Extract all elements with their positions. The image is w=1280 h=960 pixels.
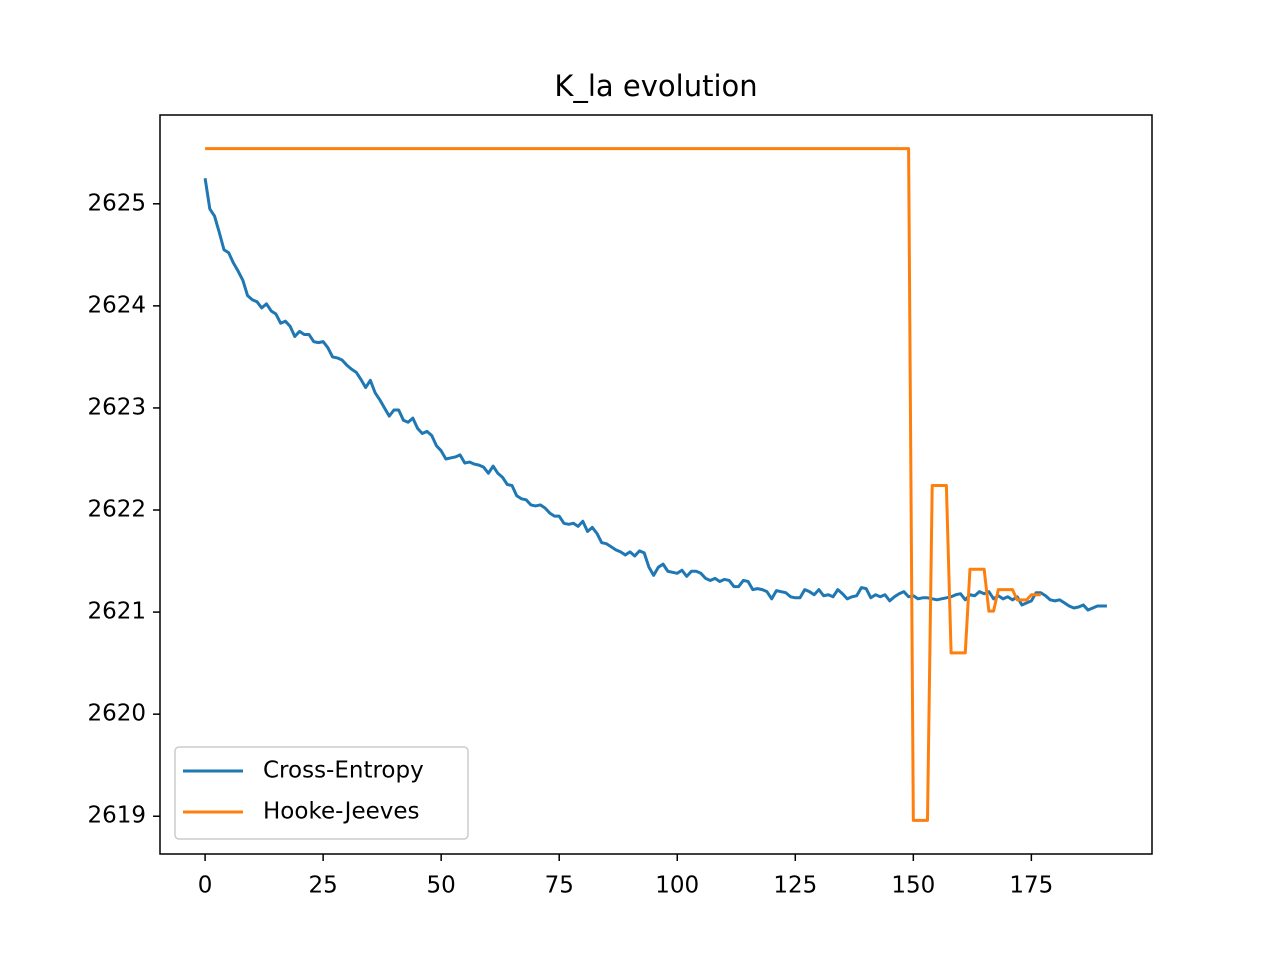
series-line: [203, 178, 1107, 612]
x-tick-label: 0: [198, 873, 213, 899]
x-tick-label: 75: [545, 873, 574, 899]
legend-label: Hooke-Jeeves: [263, 799, 420, 825]
y-tick-label: 2624: [87, 292, 146, 318]
y-tick-label: 2619: [87, 803, 146, 829]
y-tick-label: 2623: [87, 394, 146, 420]
y-tick-label: 2622: [87, 497, 146, 523]
legend-label: Cross-Entropy: [263, 758, 424, 784]
series-line: [205, 147, 1041, 822]
x-tick-label: 50: [427, 873, 456, 899]
legend-box: [174, 746, 469, 840]
x-tick-label: 100: [655, 873, 699, 899]
x-tick-label: 150: [891, 873, 935, 899]
chart-title: K_la evolution: [554, 69, 757, 103]
x-tick-label: 125: [773, 873, 817, 899]
y-tick-label: 2621: [87, 599, 146, 625]
plot-frame: [159, 114, 1153, 855]
y-tick-label: 2625: [87, 190, 146, 216]
y-tick-label: 2620: [87, 701, 146, 727]
x-tick-label: 175: [1009, 873, 1053, 899]
x-tick-label: 25: [308, 873, 337, 899]
